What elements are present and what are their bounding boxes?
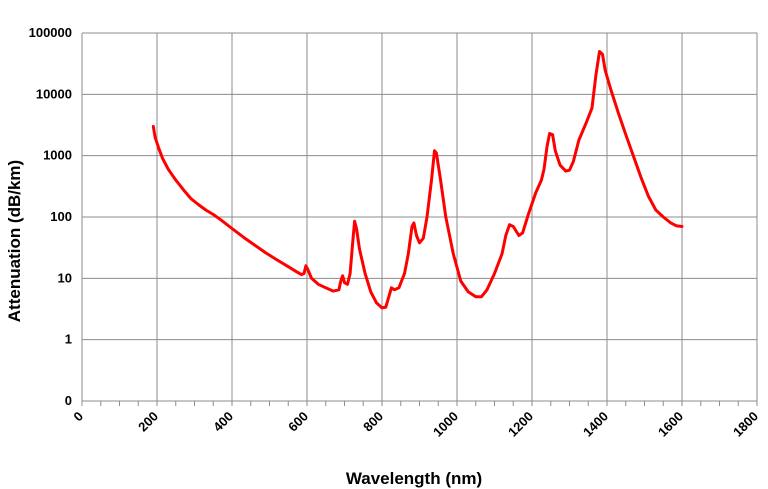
y-tick-labels: 0 1 10 100 1000 10000 100000: [29, 25, 72, 408]
x-tick-label: 200: [135, 409, 161, 435]
y-tick-label: 1: [65, 332, 72, 347]
y-tick-label: 1000: [43, 148, 72, 163]
x-tick-label: 1200: [505, 409, 536, 440]
x-tick-label: 800: [360, 409, 386, 435]
y-tick-label: 0: [65, 393, 72, 408]
x-tick-label: 1800: [730, 409, 761, 440]
y-tick-label: 10: [58, 270, 72, 285]
x-tick-label: 400: [210, 409, 236, 435]
y-tick-label: 100000: [29, 25, 72, 40]
y-axis-label: Attenuation (dB/km): [5, 160, 24, 322]
y-tick-label: 10000: [36, 86, 72, 101]
x-tick-label: 600: [285, 409, 311, 435]
x-tick-label: 1400: [580, 409, 611, 440]
x-tick-labels: 0 200 400 600 800 1000 1200 1400 1600 1800: [70, 409, 761, 440]
x-tick-label: 1000: [430, 409, 461, 440]
x-tick-label: 1600: [655, 409, 686, 440]
x-axis-label: Wavelength (nm): [346, 469, 482, 488]
grid-lines: [81, 32, 758, 406]
x-tick-label: 0: [70, 409, 86, 425]
y-tick-label: 100: [50, 209, 72, 224]
attenuation-series-line: [151, 50, 684, 310]
